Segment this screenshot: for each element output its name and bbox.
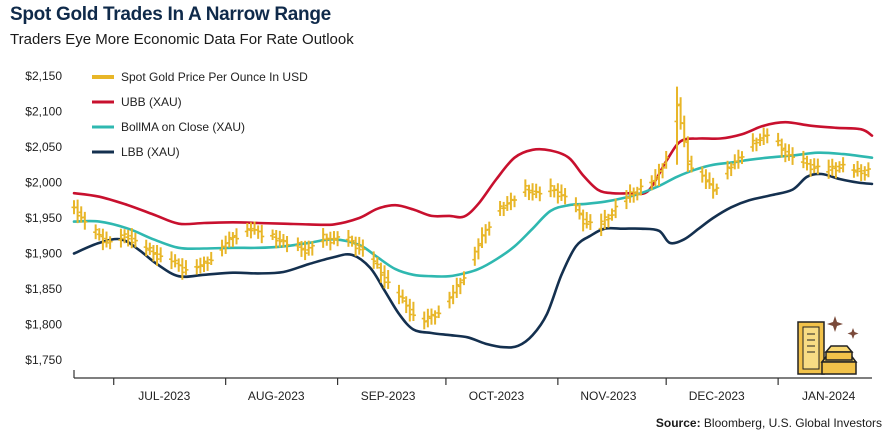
x-tick-label: DEC-2023 — [689, 389, 745, 403]
source-text: Bloomberg, U.S. Global Investors — [703, 416, 882, 430]
gold-bars-layer — [71, 86, 871, 330]
series-line-lbb-xau — [72, 172, 874, 349]
series-line-ubb-xau — [72, 120, 874, 227]
series-line-bollma-on-close-xau — [72, 151, 874, 278]
legend-item-bollma-on-close-xau: BollMA on Close (XAU) — [92, 120, 245, 134]
legend-label: LBB (XAU) — [121, 145, 180, 159]
y-tick-label: $2,050 — [25, 140, 62, 154]
x-tick-label: SEP-2023 — [361, 389, 416, 403]
y-tick-label: $2,100 — [25, 105, 62, 119]
y-axis: $1,750 $1,800 $1,850 $1,900 $1,950 $2,000 $2,0… — [25, 69, 62, 367]
gold-bars-icon — [797, 316, 859, 375]
x-axis: JUL-2023 AUG-2023 SEP-2023 OCT-2023 NOV-2023… — [73, 370, 872, 403]
x-tick-label: OCT-2023 — [469, 389, 525, 403]
source-note: Source: Bloomberg, U.S. Global Investors — [656, 416, 882, 430]
legend-item-spot-gold-price-per-ounce-in-usd: Spot Gold Price Per Ounce In USD — [92, 70, 308, 84]
x-tick-label: JAN-2024 — [802, 389, 856, 403]
series-layer — [72, 120, 874, 349]
x-tick-label: NOV-2023 — [580, 389, 636, 403]
x-tick-label: AUG-2023 — [248, 389, 305, 403]
legend: Spot Gold Price Per Ounce In USD UBB (XAU… — [92, 70, 308, 159]
y-tick-label: $1,750 — [25, 353, 62, 367]
chart-subtitle: Traders Eye More Economic Data For Rate … — [10, 31, 354, 48]
y-tick-label: $2,000 — [25, 176, 62, 190]
y-tick-label: $1,800 — [25, 318, 62, 332]
y-tick-label: $2,150 — [25, 69, 62, 83]
legend-label: BollMA on Close (XAU) — [121, 120, 245, 134]
x-tick-label: JUL-2023 — [138, 389, 190, 403]
y-tick-label: $1,850 — [25, 282, 62, 296]
legend-item-lbb-xau: LBB (XAU) — [92, 145, 180, 159]
chart-title: Spot Gold Trades In A Narrow Range — [10, 4, 331, 25]
legend-item-ubb-xau: UBB (XAU) — [92, 95, 182, 109]
y-tick-label: $1,900 — [25, 247, 62, 261]
source-label: Source: — [655, 416, 701, 430]
legend-label: Spot Gold Price Per Ounce In USD — [121, 70, 308, 84]
legend-label: UBB (XAU) — [121, 95, 182, 109]
y-tick-label: $1,950 — [25, 211, 62, 225]
